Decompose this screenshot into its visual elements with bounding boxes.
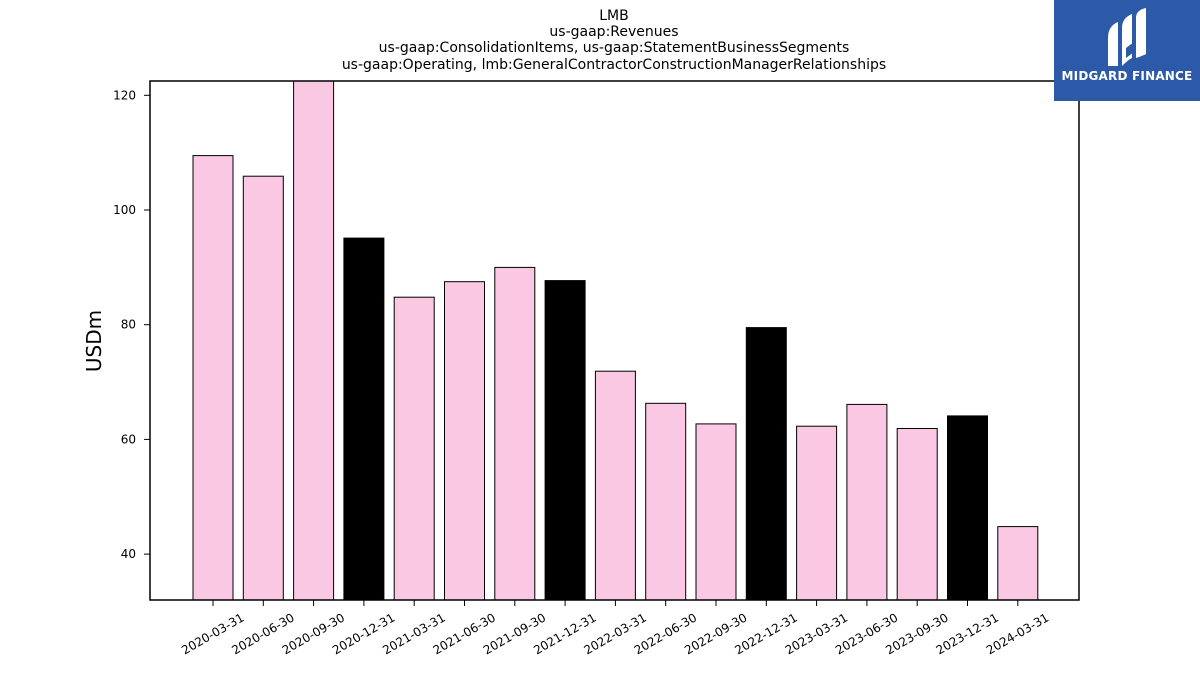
y-tick-label: 80: [121, 318, 136, 332]
y-tick-label: 100: [113, 203, 136, 217]
y-tick-label: 120: [113, 88, 136, 102]
bar-2023-06-30: [846, 403, 888, 601]
x-axis-ticks: 2020-03-312020-06-302020-09-302020-12-31…: [179, 600, 1051, 657]
logo-text: MIDGARD FINANCE: [1061, 69, 1193, 83]
y-tick-label: 40: [121, 547, 136, 561]
bar-2022-09-30: [695, 423, 737, 601]
bar-2023-12-31: [947, 415, 988, 601]
bar-2020-09-30: [293, 80, 335, 601]
y-axis-ticks: 40 60 80 100 120: [113, 88, 150, 561]
y-tick-label: 60: [121, 432, 136, 446]
bar-2020-06-30: [242, 175, 284, 601]
bar-2024-03-31: [997, 526, 1039, 601]
chart-title-line-3: us-gaap:ConsolidationItems, us-gaap:Stat…: [379, 40, 850, 56]
chart-title-line-2: us-gaap:Revenues: [549, 24, 678, 40]
bars: [192, 80, 1039, 601]
plot-frame: [149, 80, 1080, 601]
bar-2021-09-30: [494, 266, 536, 601]
midgard-m-icon: [1108, 8, 1146, 66]
bar-2022-03-31: [594, 370, 636, 601]
bar-2020-03-31: [192, 155, 234, 601]
chart-title-line-4: us-gaap:Operating, lmb:GeneralContractor…: [342, 57, 886, 73]
chart-title-line-1: LMB: [599, 8, 628, 24]
midgard-finance-logo: MIDGARD FINANCE: [1054, 0, 1200, 101]
bar-2023-03-31: [796, 425, 838, 601]
y-axis-label: USDm: [82, 310, 106, 372]
bar-2023-09-30: [896, 428, 938, 601]
bar-2022-12-31: [745, 327, 787, 601]
bar-2021-06-30: [444, 281, 485, 601]
bar-2022-06-30: [645, 402, 687, 601]
chart-title: LMB us-gaap:Revenues us-gaap:Consolidati…: [342, 8, 886, 73]
bar-2020-12-31: [343, 237, 385, 601]
bar-2021-03-31: [393, 296, 435, 601]
bar-2021-12-31: [544, 280, 586, 601]
